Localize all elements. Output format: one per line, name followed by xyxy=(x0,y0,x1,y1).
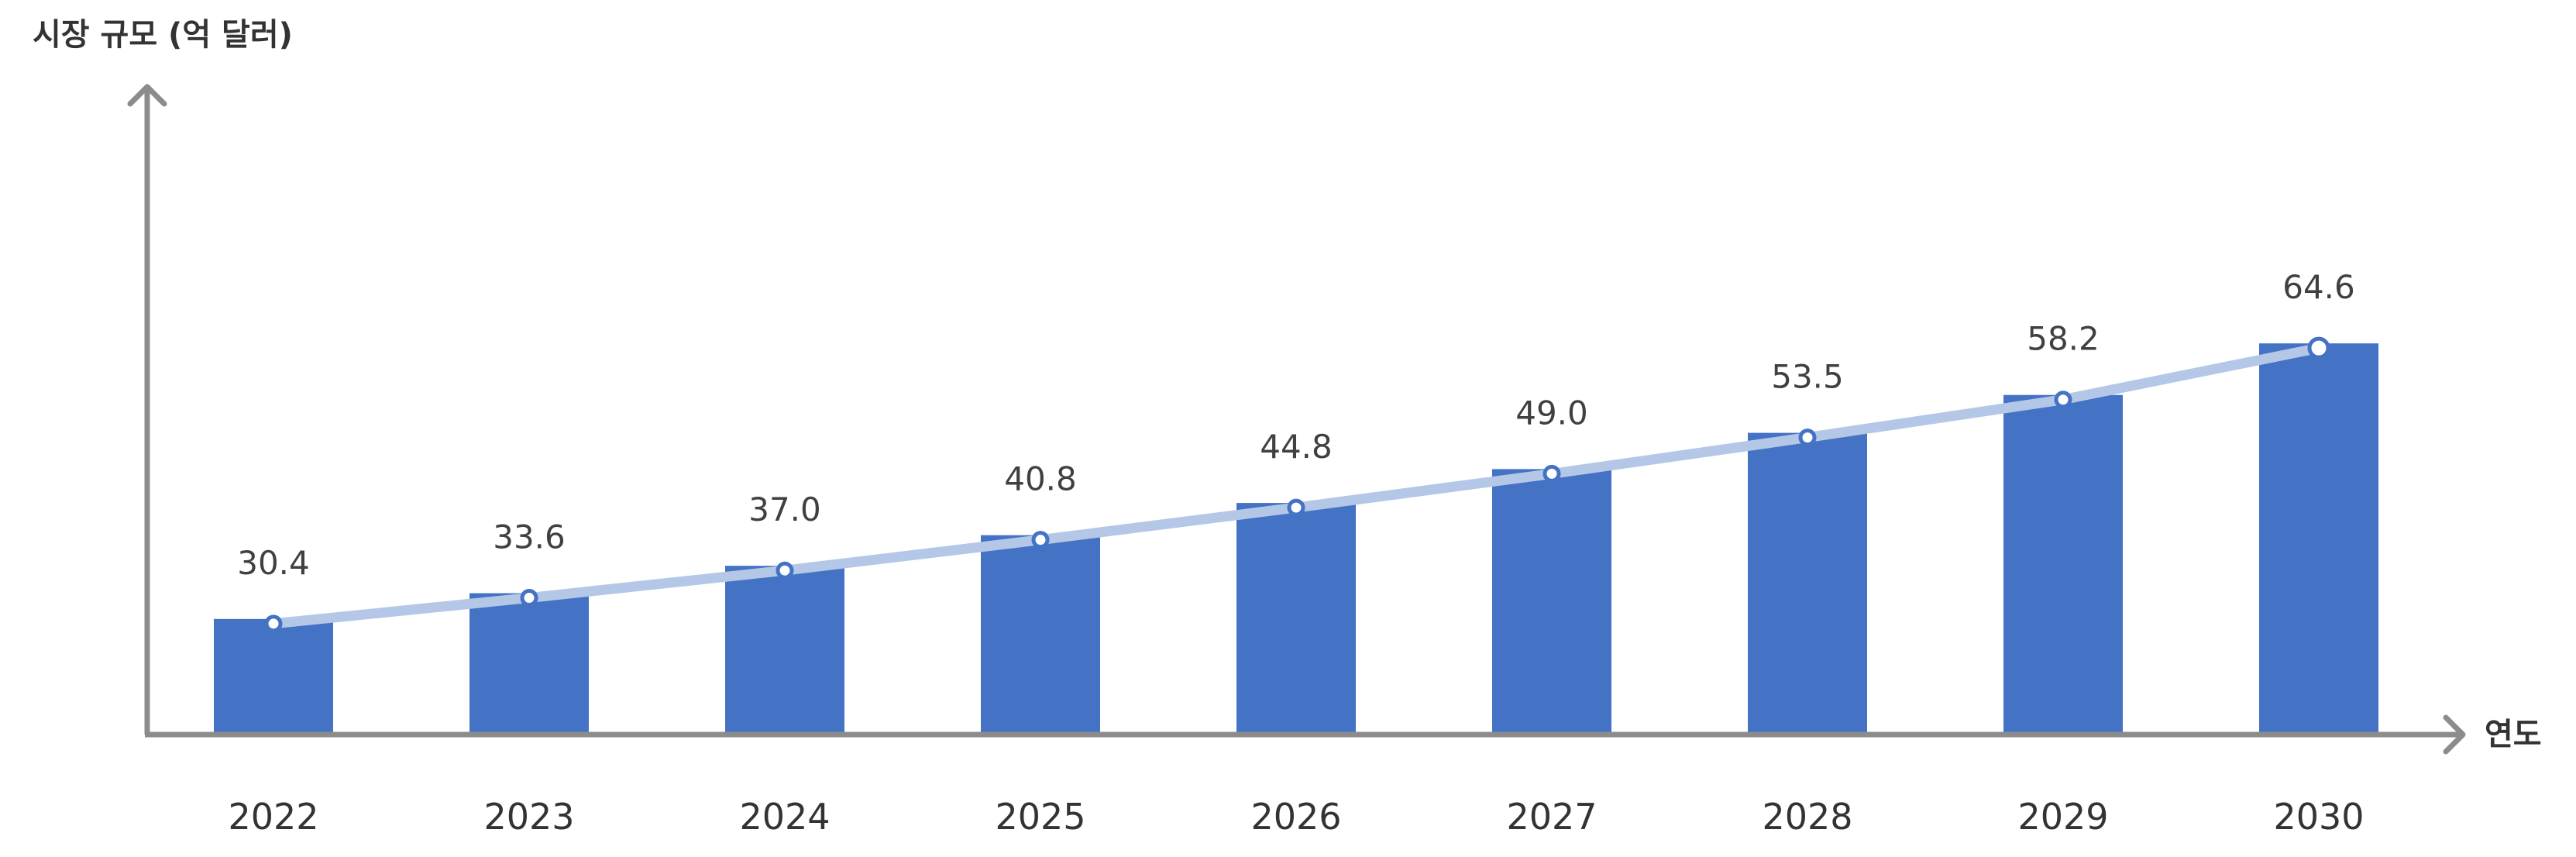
trend-point-2024 xyxy=(776,561,794,580)
bar-2027 xyxy=(1492,469,1611,732)
data-label-2026: 44.8 xyxy=(1260,428,1333,466)
trend-point-2029 xyxy=(2054,391,2072,409)
data-labels: 30.4 33.6 37.0 40.8 44.8 49.0 53.5 58.2 64.6 xyxy=(237,268,2355,582)
bars xyxy=(214,343,2378,732)
bar-2024 xyxy=(725,566,844,732)
x-tick-2022: 2022 xyxy=(228,796,318,838)
x-axis-arrow xyxy=(2443,714,2466,755)
bar-2026 xyxy=(1236,503,1356,732)
bar-2029 xyxy=(2003,394,2123,732)
bar-2028 xyxy=(1748,432,1867,732)
x-tick-labels: 2022 2023 2024 2025 2026 2027 2028 2029 2030 xyxy=(228,796,2364,838)
data-label-2027: 49.0 xyxy=(1515,394,1588,432)
trend-point-2023 xyxy=(520,589,538,607)
trend-point-2022 xyxy=(264,614,283,633)
x-tick-2028: 2028 xyxy=(1762,796,1852,838)
x-tick-2024: 2024 xyxy=(739,796,830,838)
bar-2030 xyxy=(2259,343,2378,732)
axes xyxy=(127,84,2466,755)
trend-point-2025 xyxy=(1031,531,1050,549)
bar-2022 xyxy=(214,618,333,732)
x-tick-2029: 2029 xyxy=(2017,796,2108,838)
x-tick-2027: 2027 xyxy=(1506,796,1597,838)
trend-point-2026 xyxy=(1287,498,1305,517)
data-label-2024: 37.0 xyxy=(748,490,821,528)
trend-point-2027 xyxy=(1543,464,1561,483)
data-label-2023: 33.6 xyxy=(493,518,566,556)
y-axis-title: 시장 규모 (억 달러) xyxy=(33,17,293,53)
data-label-2022: 30.4 xyxy=(237,544,310,582)
x-tick-2025: 2025 xyxy=(995,796,1085,838)
bar-2023 xyxy=(469,593,589,732)
data-label-2028: 53.5 xyxy=(1771,358,1844,396)
bar-2025 xyxy=(981,535,1100,732)
trend-point-2030 xyxy=(2307,336,2330,360)
x-tick-2023: 2023 xyxy=(483,796,574,838)
data-label-2030: 64.6 xyxy=(2282,268,2355,306)
trend-line-group xyxy=(264,336,2330,633)
y-axis-arrow xyxy=(127,84,167,107)
data-label-2029: 58.2 xyxy=(2027,320,2100,358)
x-tick-2026: 2026 xyxy=(1250,796,1341,838)
x-axis-title: 연도 xyxy=(2485,717,2542,752)
x-tick-2030: 2030 xyxy=(2273,796,2364,838)
trend-point-2028 xyxy=(1798,428,1817,447)
data-label-2025: 40.8 xyxy=(1004,460,1077,498)
